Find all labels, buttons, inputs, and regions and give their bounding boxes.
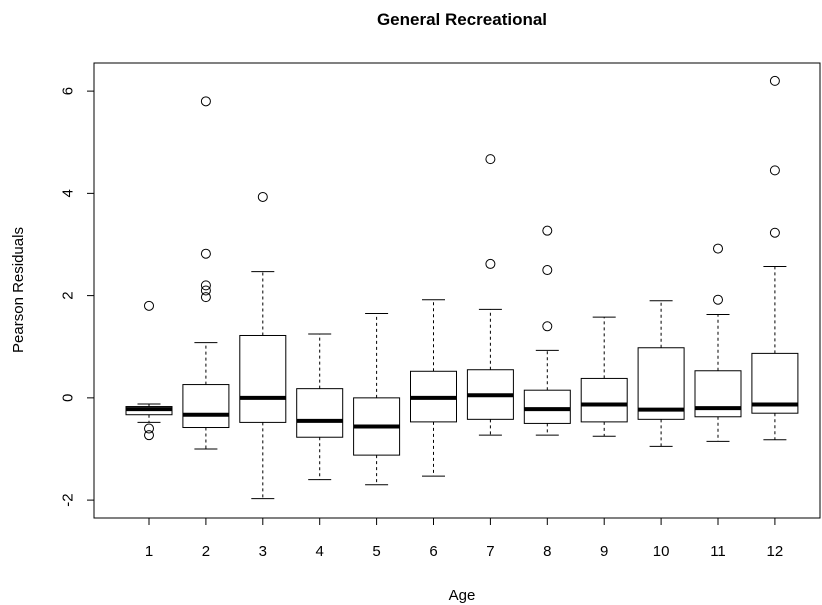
- outlier-point: [769, 227, 780, 238]
- outlier-point: [200, 248, 211, 259]
- chart-title: General Recreational: [377, 10, 547, 29]
- outlier-point: [200, 285, 211, 296]
- box-rect: [239, 334, 287, 423]
- x-tick-label: 1: [145, 543, 153, 560]
- x-tick-label: 5: [372, 543, 380, 560]
- box-7: [466, 154, 514, 436]
- outlier-point: [144, 423, 154, 434]
- outlier-point: [713, 294, 723, 305]
- y-tick-label: 2: [59, 291, 76, 299]
- box-1: [125, 300, 173, 441]
- outlier-point: [200, 280, 211, 291]
- outlier-point: [485, 154, 496, 165]
- box-rect: [637, 347, 685, 420]
- box-11: [694, 243, 742, 442]
- x-tick-label: 2: [202, 543, 210, 560]
- outlier-point: [713, 243, 723, 254]
- x-axis-label: Age: [449, 587, 476, 604]
- box-rect: [296, 388, 344, 438]
- outlier-point: [542, 265, 553, 276]
- x-tick-label: 3: [259, 543, 267, 560]
- box-5: [353, 313, 401, 486]
- outlier-point: [485, 258, 496, 269]
- box-6: [410, 299, 457, 477]
- y-tick-label: 6: [59, 87, 76, 95]
- outlier-point: [257, 191, 268, 202]
- box-9: [580, 316, 628, 437]
- box-2: [182, 96, 230, 450]
- box-8: [523, 225, 571, 436]
- x-tick-label: 8: [543, 543, 551, 560]
- plot-frame: [93, 62, 821, 519]
- outlier-point: [542, 225, 553, 236]
- outlier-point: [769, 165, 780, 176]
- box-rect: [182, 384, 230, 429]
- x-tick-label: 11: [710, 543, 726, 560]
- y-tick-label: -2: [59, 493, 76, 506]
- x-tick-label: 7: [486, 543, 494, 560]
- boxes-layer: [125, 75, 799, 500]
- y-axis: -2 0 2 4 6: [59, 87, 95, 507]
- x-tick-label: 9: [600, 543, 608, 560]
- y-tick-label: 4: [59, 189, 76, 197]
- outlier-point: [144, 430, 154, 441]
- x-axis: 1 2 3 4 5 6 7 8 9 10 11 12: [145, 517, 784, 560]
- y-tick-label: 0: [59, 394, 76, 402]
- box-rect: [580, 377, 628, 423]
- outlier-point: [200, 96, 211, 107]
- box-10: [637, 300, 685, 447]
- outlier-point: [769, 75, 780, 86]
- box-4: [296, 333, 344, 481]
- outlier-point: [144, 300, 154, 311]
- y-axis-label: Pearson Residuals: [10, 227, 27, 353]
- x-tick-label: 12: [767, 543, 784, 560]
- x-tick-label: 4: [316, 543, 324, 560]
- x-tick-label: 6: [429, 543, 437, 560]
- x-tick-label: 10: [653, 543, 670, 560]
- box-rect: [523, 389, 571, 424]
- outlier-point: [200, 292, 211, 303]
- box-12: [751, 75, 799, 441]
- box-3: [239, 191, 287, 500]
- outlier-point: [542, 321, 553, 332]
